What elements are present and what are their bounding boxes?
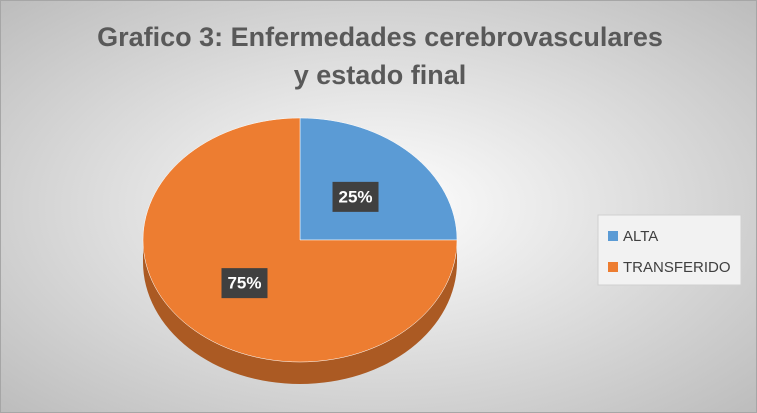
legend-box <box>597 214 742 286</box>
slice <box>142 117 458 363</box>
data-label: 75% <box>227 274 261 293</box>
slice-side <box>143 240 457 384</box>
data-label-box <box>221 268 268 299</box>
legend-swatch <box>608 231 618 241</box>
chart-title: Grafico 3: Enfermedades cerebrovasculare… <box>97 22 663 90</box>
data-label: 25% <box>338 187 372 206</box>
legend-label: ALTA <box>623 228 658 245</box>
legend-label: TRANSFERIDO <box>623 259 731 276</box>
legend-swatch <box>608 262 618 272</box>
data-label-box <box>332 181 379 212</box>
